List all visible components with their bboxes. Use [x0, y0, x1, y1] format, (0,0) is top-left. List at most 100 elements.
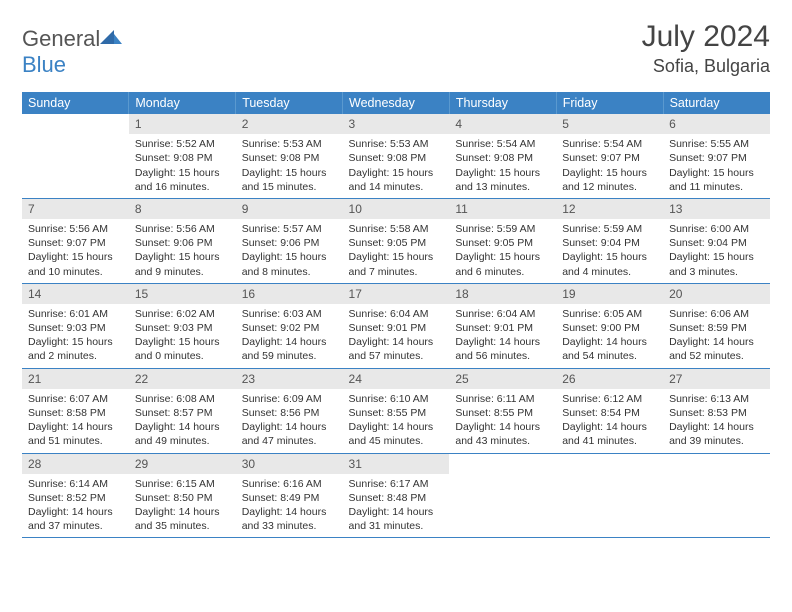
sunrise-text: Sunrise: 6:10 AM [349, 392, 444, 406]
col-monday: Monday [129, 92, 236, 114]
day-details: Sunrise: 6:06 AMSunset: 8:59 PMDaylight:… [663, 304, 770, 368]
sunrise-text: Sunrise: 6:06 AM [669, 307, 764, 321]
d1-text: Daylight: 15 hours [669, 250, 764, 264]
day-details: Sunrise: 6:12 AMSunset: 8:54 PMDaylight:… [556, 389, 663, 453]
day-number: 31 [343, 454, 450, 474]
d2-text: and 37 minutes. [28, 519, 123, 533]
sunset-text: Sunset: 8:56 PM [242, 406, 337, 420]
logo-mark-icon [100, 28, 122, 46]
day-details: Sunrise: 6:04 AMSunset: 9:01 PMDaylight:… [449, 304, 556, 368]
d2-text: and 3 minutes. [669, 265, 764, 279]
logo-text: General Blue [22, 26, 122, 78]
day-cell: 11Sunrise: 5:59 AMSunset: 9:05 PMDayligh… [449, 198, 556, 283]
d2-text: and 39 minutes. [669, 434, 764, 448]
d2-text: and 51 minutes. [28, 434, 123, 448]
d1-text: Daylight: 14 hours [669, 420, 764, 434]
sunrise-text: Sunrise: 5:53 AM [242, 137, 337, 151]
day-number: 1 [129, 114, 236, 134]
day-details: Sunrise: 5:54 AMSunset: 9:07 PMDaylight:… [556, 134, 663, 198]
col-wednesday: Wednesday [343, 92, 450, 114]
d1-text: Daylight: 15 hours [28, 250, 123, 264]
day-cell: 22Sunrise: 6:08 AMSunset: 8:57 PMDayligh… [129, 368, 236, 453]
day-details: Sunrise: 6:09 AMSunset: 8:56 PMDaylight:… [236, 389, 343, 453]
d2-text: and 31 minutes. [349, 519, 444, 533]
day-details: Sunrise: 6:16 AMSunset: 8:49 PMDaylight:… [236, 474, 343, 538]
day-number: 5 [556, 114, 663, 134]
day-details: Sunrise: 5:58 AMSunset: 9:05 PMDaylight:… [343, 219, 450, 283]
sunset-text: Sunset: 8:49 PM [242, 491, 337, 505]
day-number: 30 [236, 454, 343, 474]
day-cell: 15Sunrise: 6:02 AMSunset: 9:03 PMDayligh… [129, 283, 236, 368]
sunset-text: Sunset: 9:06 PM [242, 236, 337, 250]
day-details: Sunrise: 6:14 AMSunset: 8:52 PMDaylight:… [22, 474, 129, 538]
sunrise-text: Sunrise: 5:52 AM [135, 137, 230, 151]
day-cell: 21Sunrise: 6:07 AMSunset: 8:58 PMDayligh… [22, 368, 129, 453]
d1-text: Daylight: 15 hours [28, 335, 123, 349]
d2-text: and 7 minutes. [349, 265, 444, 279]
d1-text: Daylight: 14 hours [242, 505, 337, 519]
day-cell: 4Sunrise: 5:54 AMSunset: 9:08 PMDaylight… [449, 114, 556, 198]
day-number: 11 [449, 199, 556, 219]
day-cell: 12Sunrise: 5:59 AMSunset: 9:04 PMDayligh… [556, 198, 663, 283]
day-number: 19 [556, 284, 663, 304]
day-details: Sunrise: 5:52 AMSunset: 9:08 PMDaylight:… [129, 134, 236, 198]
sunset-text: Sunset: 9:08 PM [135, 151, 230, 165]
d2-text: and 16 minutes. [135, 180, 230, 194]
day-number: 13 [663, 199, 770, 219]
sunset-text: Sunset: 8:58 PM [28, 406, 123, 420]
day-details: Sunrise: 6:11 AMSunset: 8:55 PMDaylight:… [449, 389, 556, 453]
logo: General Blue [22, 26, 122, 78]
week-row: 28Sunrise: 6:14 AMSunset: 8:52 PMDayligh… [22, 453, 770, 538]
title-block: July 2024 Sofia, Bulgaria [642, 20, 770, 77]
d1-text: Daylight: 15 hours [135, 166, 230, 180]
d1-text: Daylight: 14 hours [669, 335, 764, 349]
d1-text: Daylight: 15 hours [562, 166, 657, 180]
d2-text: and 57 minutes. [349, 349, 444, 363]
day-cell: 29Sunrise: 6:15 AMSunset: 8:50 PMDayligh… [129, 453, 236, 538]
d2-text: and 33 minutes. [242, 519, 337, 533]
day-number: 6 [663, 114, 770, 134]
d2-text: and 52 minutes. [669, 349, 764, 363]
sunset-text: Sunset: 8:52 PM [28, 491, 123, 505]
day-number: 27 [663, 369, 770, 389]
day-number: 20 [663, 284, 770, 304]
d2-text: and 2 minutes. [28, 349, 123, 363]
d1-text: Daylight: 15 hours [349, 166, 444, 180]
d2-text: and 56 minutes. [455, 349, 550, 363]
sunrise-text: Sunrise: 6:04 AM [349, 307, 444, 321]
day-details: Sunrise: 5:59 AMSunset: 9:05 PMDaylight:… [449, 219, 556, 283]
sunrise-text: Sunrise: 6:16 AM [242, 477, 337, 491]
sunrise-text: Sunrise: 5:56 AM [28, 222, 123, 236]
day-cell [449, 453, 556, 538]
calendar-table: Sunday Monday Tuesday Wednesday Thursday… [22, 92, 770, 538]
day-details: Sunrise: 6:08 AMSunset: 8:57 PMDaylight:… [129, 389, 236, 453]
d1-text: Daylight: 14 hours [349, 335, 444, 349]
sunset-text: Sunset: 8:57 PM [135, 406, 230, 420]
day-number: 24 [343, 369, 450, 389]
day-cell: 28Sunrise: 6:14 AMSunset: 8:52 PMDayligh… [22, 453, 129, 538]
day-number: 14 [22, 284, 129, 304]
d2-text: and 41 minutes. [562, 434, 657, 448]
day-number: 12 [556, 199, 663, 219]
day-cell: 26Sunrise: 6:12 AMSunset: 8:54 PMDayligh… [556, 368, 663, 453]
d2-text: and 12 minutes. [562, 180, 657, 194]
d2-text: and 0 minutes. [135, 349, 230, 363]
d2-text: and 45 minutes. [349, 434, 444, 448]
d2-text: and 47 minutes. [242, 434, 337, 448]
day-details: Sunrise: 6:01 AMSunset: 9:03 PMDaylight:… [22, 304, 129, 368]
col-friday: Friday [556, 92, 663, 114]
day-cell: 5Sunrise: 5:54 AMSunset: 9:07 PMDaylight… [556, 114, 663, 198]
sunset-text: Sunset: 9:05 PM [455, 236, 550, 250]
sunrise-text: Sunrise: 5:57 AM [242, 222, 337, 236]
day-details: Sunrise: 6:02 AMSunset: 9:03 PMDaylight:… [129, 304, 236, 368]
day-cell: 1Sunrise: 5:52 AMSunset: 9:08 PMDaylight… [129, 114, 236, 198]
d1-text: Daylight: 15 hours [242, 166, 337, 180]
day-number: 3 [343, 114, 450, 134]
day-cell: 10Sunrise: 5:58 AMSunset: 9:05 PMDayligh… [343, 198, 450, 283]
d1-text: Daylight: 14 hours [455, 335, 550, 349]
d2-text: and 35 minutes. [135, 519, 230, 533]
day-cell: 31Sunrise: 6:17 AMSunset: 8:48 PMDayligh… [343, 453, 450, 538]
sunset-text: Sunset: 8:48 PM [349, 491, 444, 505]
d1-text: Daylight: 15 hours [135, 250, 230, 264]
d1-text: Daylight: 14 hours [135, 505, 230, 519]
